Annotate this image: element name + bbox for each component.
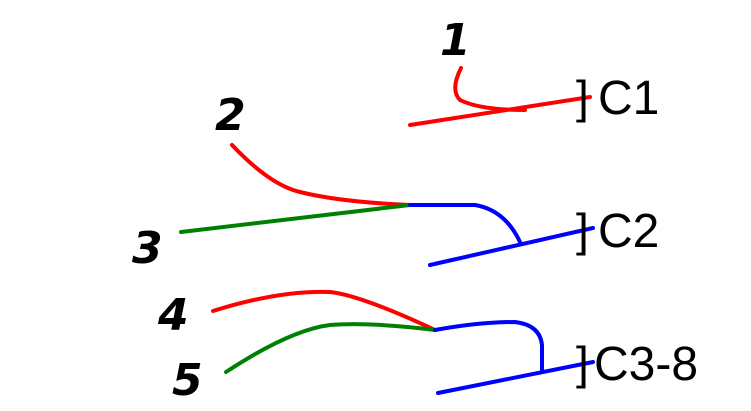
- c2-branch: [408, 203, 522, 244]
- label-c3-8: C3-8: [594, 338, 698, 391]
- bracket-c1: ]: [576, 71, 589, 123]
- strand-5-curve: [224, 322, 437, 374]
- label-c1: C1: [598, 72, 659, 125]
- label-4: 4: [157, 290, 189, 341]
- strand-1-curve: [453, 66, 527, 112]
- bracket-c3: ]: [576, 337, 589, 389]
- c3-line: [436, 360, 595, 395]
- strand-3-line: [179, 203, 412, 234]
- label-c2: C2: [598, 205, 659, 258]
- strand-4-curve: [211, 289, 437, 332]
- c2-line: [428, 226, 595, 267]
- label-2: 2: [215, 90, 246, 141]
- c1-line: [408, 95, 592, 127]
- label-1: 1: [440, 15, 471, 66]
- label-5: 5: [172, 355, 203, 406]
- label-3: 3: [132, 223, 163, 274]
- bracket-c2: ]: [576, 204, 589, 256]
- strand-2-curve: [230, 143, 412, 207]
- c3-branch: [433, 320, 544, 374]
